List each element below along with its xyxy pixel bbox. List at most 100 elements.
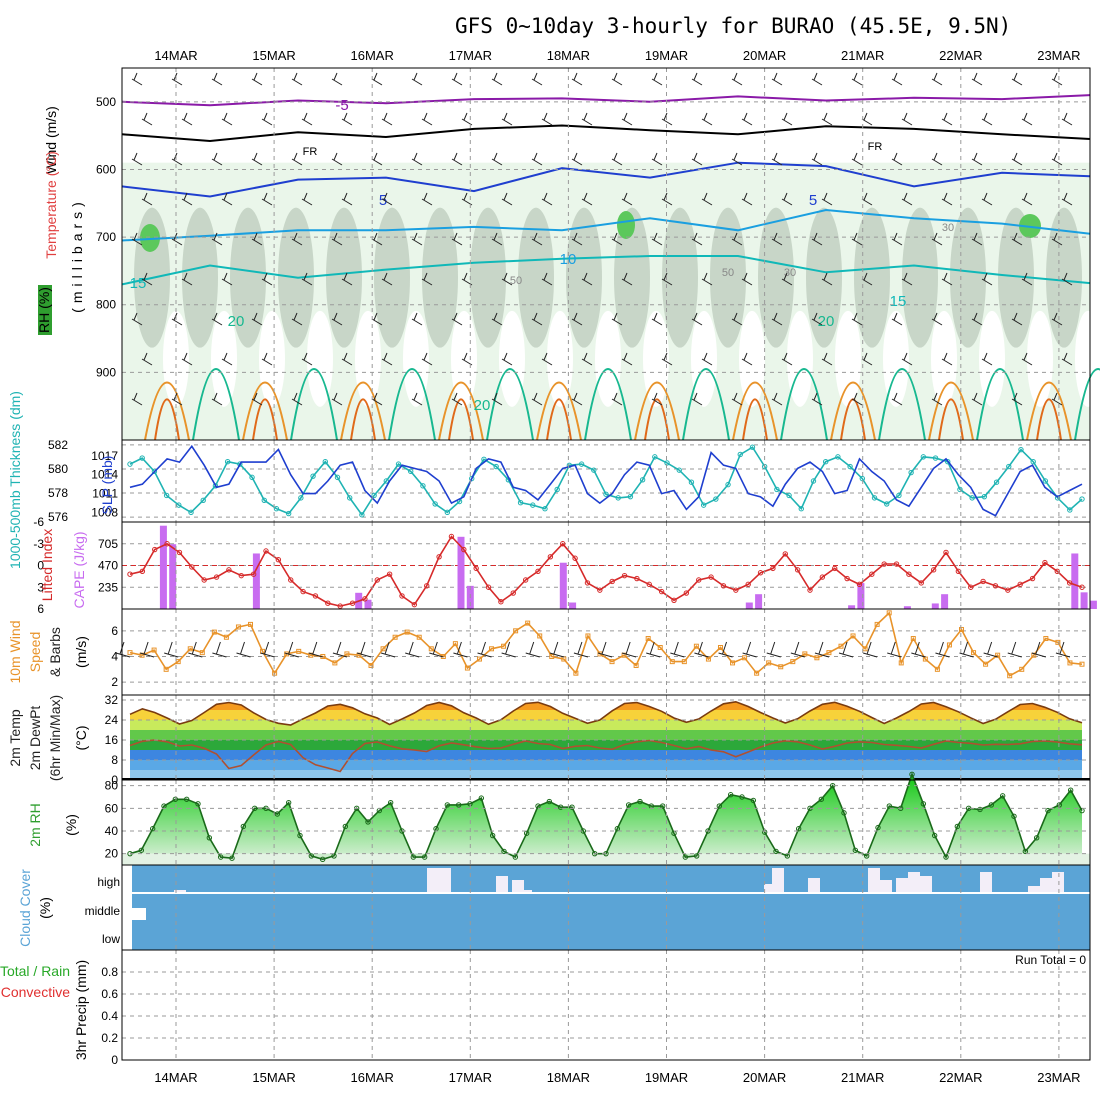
contour-label: FR [868, 141, 883, 153]
thickness-line-point [163, 492, 170, 499]
rh-line-point [943, 854, 949, 860]
lifted-index-line-point [337, 603, 343, 609]
li-tick: -6 [33, 515, 44, 529]
wind10-line-point [922, 656, 928, 662]
rh-line-point [727, 792, 734, 798]
lifted-index-line-point [498, 599, 504, 605]
wind-barb [861, 272, 873, 286]
contour-label: 50 [722, 267, 734, 279]
wind10-line-point [717, 645, 723, 651]
wind10-line-point [416, 634, 422, 640]
wind-barb [131, 392, 143, 406]
cape-bar [848, 605, 856, 609]
slp-tick: 1011 [92, 487, 118, 501]
isotherm-20-arch [1074, 368, 1100, 441]
isotherm-warm-arch [144, 381, 190, 441]
wind-barb [181, 352, 193, 366]
wind-barb [1061, 352, 1073, 366]
wind-barb [971, 392, 983, 406]
slp-label: SLP (mb) [99, 456, 115, 515]
rh-shading [326, 207, 362, 348]
temp-unit: (°C) [73, 725, 89, 750]
wind10-line-point [344, 651, 350, 657]
cape-bar [457, 536, 465, 609]
lifted-index-line-point [782, 551, 788, 557]
cape-bar [159, 525, 167, 609]
wind-barb [781, 112, 793, 126]
lifted-index-line-point [535, 568, 541, 574]
wind10-line-point [681, 659, 687, 665]
isotherm-20-arch [780, 368, 828, 441]
wind-barb [611, 72, 623, 86]
wind-barb [851, 72, 863, 86]
thickness-line-point [469, 475, 475, 482]
wind10-line-point [766, 660, 772, 666]
rh-shading [758, 207, 794, 348]
rh-line-point [523, 830, 530, 836]
wind-barb [221, 352, 233, 366]
rh-line-point [931, 832, 938, 839]
thickness-line-point [884, 501, 890, 507]
lifted-index-line-point [424, 583, 430, 589]
lifted-index-line-point [832, 565, 838, 572]
wind-barb [261, 112, 273, 126]
wind10-line-point [742, 655, 748, 661]
temp-tick: 8 [111, 753, 118, 767]
wind-barb [781, 192, 793, 206]
thickness-line-point [224, 459, 231, 465]
pressure-tick: 800 [96, 298, 116, 312]
rh-line-point [557, 804, 564, 810]
lifted-index-line-point [893, 561, 900, 567]
rh-line-point [455, 802, 462, 808]
precip-ylabel: Total / Rain Convective 3hr Precip (mm) [0, 960, 89, 1060]
lifted-index-line-point [213, 574, 220, 580]
cape-bar [1080, 592, 1088, 609]
wind-barb [941, 272, 953, 286]
rh-line-point [886, 803, 893, 809]
wind-barb [381, 112, 393, 126]
rh-shading [1046, 207, 1082, 348]
li-tick: 0 [37, 559, 44, 573]
rh-line-point [852, 847, 859, 853]
rh-dry-pocket [643, 310, 669, 407]
wind10-barb [332, 641, 348, 658]
wind-barb [1051, 312, 1063, 326]
cloud-gap [880, 880, 892, 892]
thickness-line-point [713, 496, 719, 502]
rh2m-ylabel: 2m RH (%) [27, 803, 79, 847]
lifted-index-line-point [1029, 575, 1036, 582]
contour-label: 30 [942, 222, 954, 234]
top-date-label: 17MAR [449, 48, 492, 63]
wind-barb [621, 112, 633, 126]
wind-barb [261, 352, 273, 366]
wind10-barb [477, 641, 492, 658]
upper-air-ylabel: Wind (m/s) Temperature (°C) RH (%) (mill… [36, 106, 85, 335]
wind-barb [851, 392, 863, 406]
wind-barb [211, 392, 223, 406]
rh-line-point [954, 823, 961, 830]
wind10-line-point [464, 665, 470, 671]
wind-barb [771, 152, 783, 166]
wind10-barb [525, 641, 540, 658]
wind10-line-point [585, 633, 591, 639]
wind-barb [1011, 152, 1023, 166]
wind-barb [571, 232, 583, 246]
cloud-gap [808, 878, 820, 892]
wind10-barb [621, 641, 637, 658]
wind-barb [981, 112, 993, 126]
wind10-line-point [223, 634, 229, 640]
isotherm-hot-arch [252, 398, 278, 441]
rh2m-label: 2m RH [27, 803, 43, 847]
wind-barb [1061, 272, 1073, 286]
lifted-index-line-point [708, 574, 714, 580]
rh-line-point [240, 823, 247, 830]
wind-barb [691, 72, 703, 86]
cape-tick: 235 [98, 580, 118, 594]
contour-label: 20 [474, 397, 491, 414]
cloud-gap [1040, 878, 1052, 892]
wind10-line-point [525, 620, 531, 626]
lifted-index-line-point [930, 567, 937, 573]
wind10-line-point [272, 670, 278, 676]
precip-conv-label: Convective [1, 984, 70, 1000]
wind-barb [1051, 232, 1063, 246]
